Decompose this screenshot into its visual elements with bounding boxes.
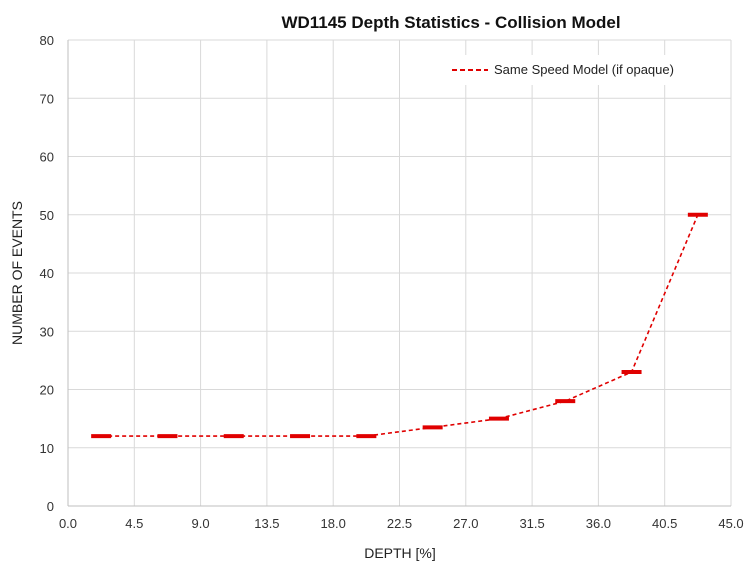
y-tick-label: 50: [40, 208, 54, 223]
x-tick-label: 36.0: [586, 516, 611, 531]
y-tick-label: 70: [40, 91, 54, 106]
x-tick-label: 27.0: [453, 516, 478, 531]
x-tick-label: 0.0: [59, 516, 77, 531]
legend: Same Speed Model (if opaque): [436, 55, 708, 85]
y-tick-label: 80: [40, 33, 54, 48]
series-layer: [91, 212, 708, 439]
y-axis-title: NUMBER OF EVENTS: [9, 201, 25, 345]
y-tick-label: 40: [40, 266, 54, 281]
x-tick-label: 13.5: [254, 516, 279, 531]
x-tick-label: 45.0: [718, 516, 743, 531]
x-axis-title: DEPTH [%]: [364, 545, 436, 561]
x-tick-label: 18.0: [321, 516, 346, 531]
x-tick-label: 31.5: [519, 516, 544, 531]
y-tick-label: 10: [40, 441, 54, 456]
y-tick-label: 30: [40, 324, 54, 339]
legend-entry-label: Same Speed Model (if opaque): [494, 62, 674, 77]
y-tick-label: 20: [40, 383, 54, 398]
series-line: [101, 214, 699, 437]
x-tick-label: 9.0: [192, 516, 210, 531]
x-tick-label: 40.5: [652, 516, 677, 531]
y-tick-label: 60: [40, 150, 54, 165]
legend-background: [436, 55, 708, 85]
x-tick-label: 22.5: [387, 516, 412, 531]
y-tick-label: 0: [47, 499, 54, 514]
x-tick-label: 4.5: [125, 516, 143, 531]
chart-title: WD1145 Depth Statistics - Collision Mode…: [281, 13, 620, 32]
axes: 0.0 4.5 9.0 13.5 18.0 22.5 27.0 31.5 36.0 40.5 45.…: [40, 33, 744, 531]
